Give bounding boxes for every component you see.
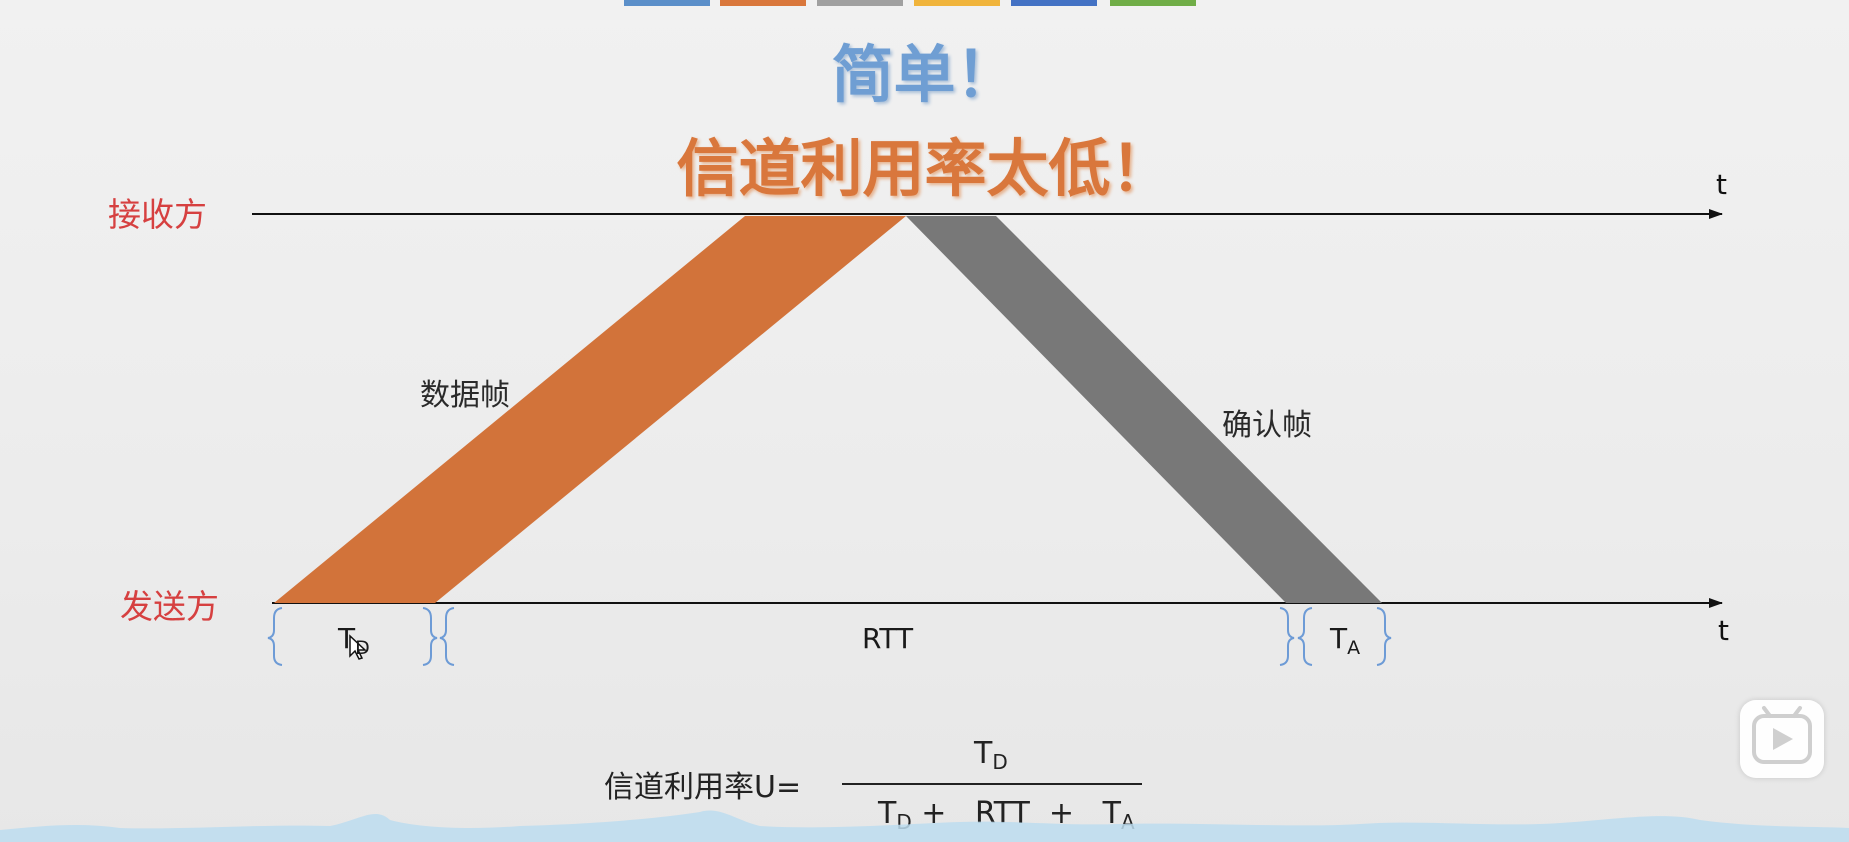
ack-frame-band	[906, 216, 1382, 603]
play-button[interactable]	[1740, 700, 1824, 778]
brace-ta-right	[1376, 607, 1392, 666]
brace-td-left	[267, 607, 283, 666]
numerator-sub: D	[992, 750, 1008, 774]
data-frame-band	[274, 216, 906, 603]
receiver-axis-t-label: t	[1716, 168, 1727, 201]
top-tab-3[interactable]	[817, 0, 903, 6]
rtt-interval-label: RTT	[862, 622, 914, 655]
top-tab-6[interactable]	[1110, 0, 1196, 6]
ta-sub: A	[1347, 637, 1361, 659]
numerator-main: T	[974, 736, 993, 771]
formula-prefix: 信道利用率U=	[604, 770, 802, 805]
brace-td-right	[422, 607, 438, 666]
td-sub: D	[355, 637, 370, 659]
ta-main: T	[1330, 622, 1348, 655]
cursor-icon	[349, 634, 367, 660]
headline-simple: 简单！	[831, 38, 1018, 111]
top-tab-4[interactable]	[914, 0, 1000, 6]
brace-ta-left	[1297, 607, 1313, 666]
td-interval-label: TD	[338, 622, 370, 659]
den-td-main: T	[878, 796, 897, 831]
sender-axis-t-label: t	[1718, 614, 1729, 647]
top-tab-5[interactable]	[1011, 0, 1097, 6]
brace-rtt-left	[439, 607, 455, 666]
play-icon	[1752, 706, 1812, 764]
td-main: T	[338, 622, 356, 655]
headline-low-utilization: 信道利用率太低！	[676, 132, 1173, 205]
interval-braces	[267, 607, 1392, 666]
ack-frame-label: 确认帧	[1222, 408, 1312, 443]
formula-numerator: TD	[974, 736, 1008, 774]
den-ta-main: T	[1102, 796, 1121, 831]
top-tab-2[interactable]	[720, 0, 806, 6]
audio-waveform	[0, 810, 1849, 842]
data-frame-label: 数据帧	[420, 378, 510, 413]
sender-label: 发送方	[120, 587, 219, 626]
top-tab-1[interactable]	[624, 0, 710, 6]
brace-rtt-right	[1279, 607, 1295, 666]
ta-interval-label: TA	[1330, 622, 1360, 659]
receiver-label: 接收方	[108, 195, 207, 234]
